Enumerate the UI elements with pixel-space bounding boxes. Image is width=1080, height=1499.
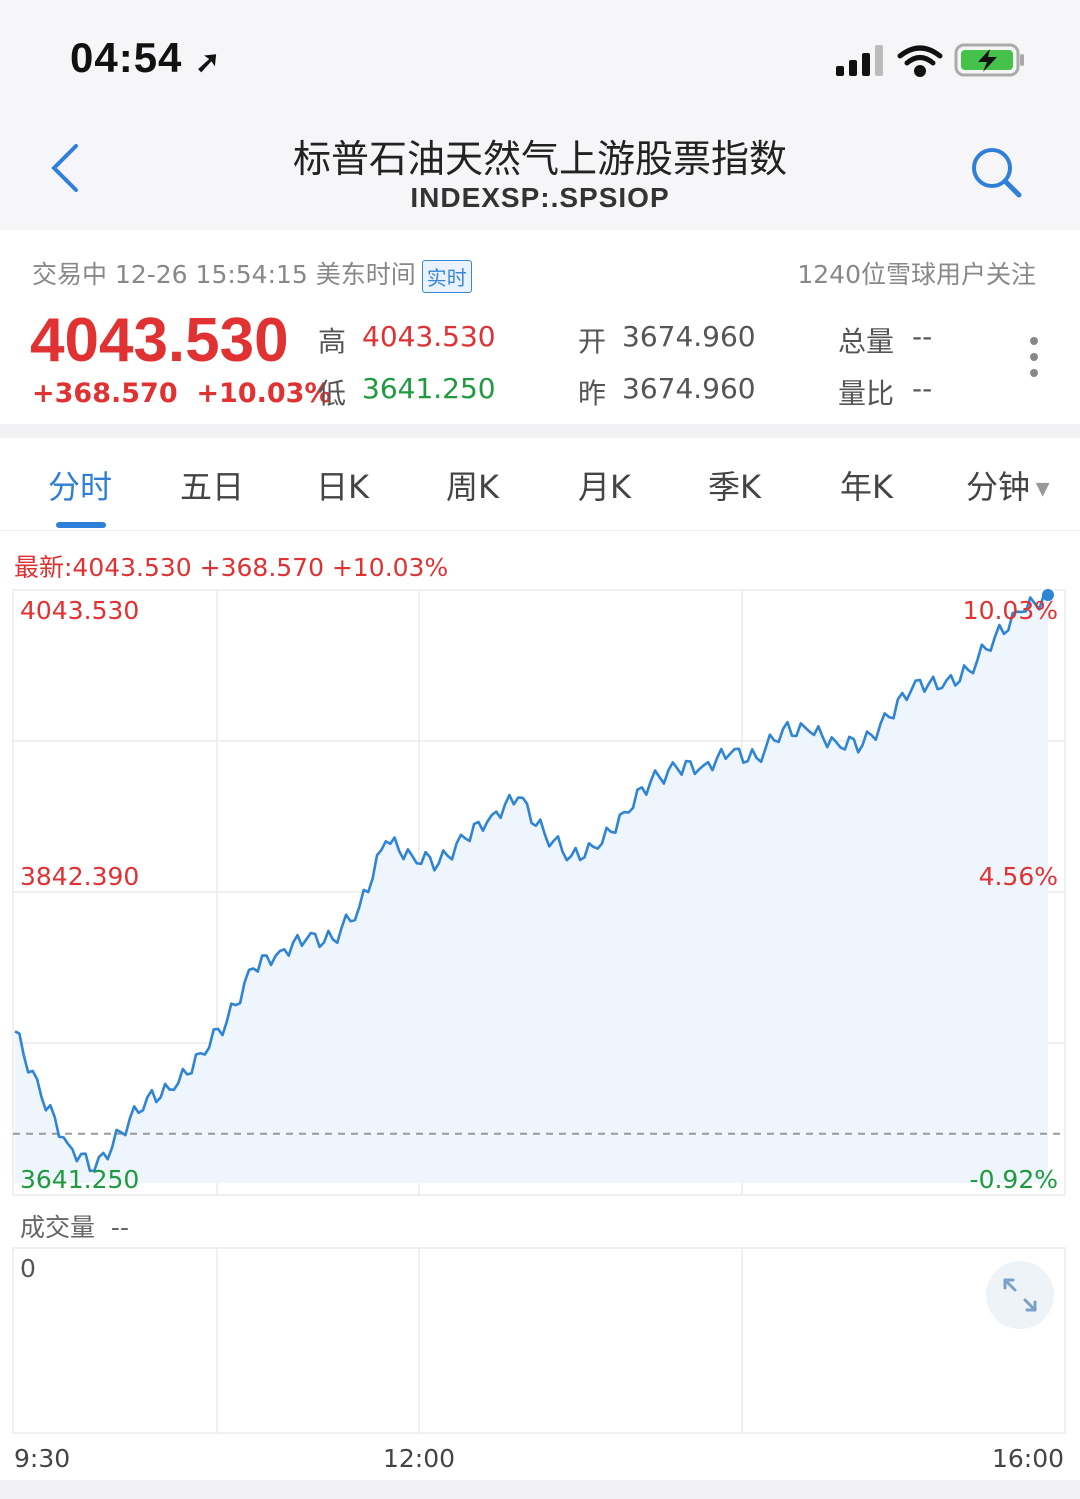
price-area-fill — [15, 595, 1048, 1183]
nav-header — [0, 110, 1080, 230]
prev-close-label: 昨 — [578, 377, 607, 410]
volume-grid — [12, 1247, 1066, 1434]
y-tick-mid: 3842.390 — [20, 862, 139, 891]
section-divider — [0, 424, 1080, 438]
prev-close-value: 3674.960 — [622, 372, 756, 405]
pct-tick-top: 10.03% — [963, 596, 1058, 625]
low-value: 3641.250 — [362, 372, 496, 405]
trade-status: 交易中 12-26 15:54:15 美东时间 实时 — [32, 255, 472, 293]
y-tick-top: 4043.530 — [20, 596, 139, 625]
pct-tick-bottom: -0.92% — [970, 1165, 1058, 1194]
more-icon[interactable] — [1022, 336, 1046, 380]
signal-icon — [836, 45, 883, 76]
search-icon[interactable] — [968, 144, 1024, 200]
symbol-code: INDEXSP:.SPSIOP — [410, 182, 670, 213]
tab-5day[interactable]: 五日 — [180, 468, 245, 506]
realtime-badge: 实时 — [421, 259, 472, 293]
volume-value: -- — [912, 320, 933, 353]
volume-header: 成交量 -- — [20, 1213, 129, 1242]
tab-quarterly-k[interactable]: 季K — [708, 468, 761, 506]
fullscreen-icon[interactable] — [986, 1261, 1054, 1329]
back-icon[interactable] — [46, 140, 86, 196]
active-tab-indicator — [56, 522, 106, 528]
volume-ratio-label: 量比 — [838, 377, 895, 410]
latest-quote-line: 最新:4043.530 +368.570 +10.03% — [14, 553, 449, 582]
open-value: 3674.960 — [622, 320, 756, 353]
tab-daily-k[interactable]: 日K — [316, 468, 369, 506]
x-tick-start: 9:30 — [14, 1444, 70, 1473]
volume-zero-label: 0 — [20, 1254, 36, 1283]
x-tick-mid: 12:00 — [383, 1444, 455, 1473]
last-price: 4043.530 — [30, 306, 289, 375]
high-value: 4043.530 — [362, 320, 496, 353]
tab-weekly-k[interactable]: 周K — [446, 468, 499, 506]
followers-count[interactable]: 1240位雪球用户关注 — [797, 260, 1036, 289]
price-line — [14, 593, 1049, 1173]
wifi-icon — [897, 45, 943, 77]
tab-monthly-k[interactable]: 月K — [578, 468, 631, 506]
intraday-chart[interactable]: 4043.530 3842.390 3641.250 10.03% 4.56% … — [0, 585, 1080, 1480]
status-time: 04:54 ➚ — [70, 34, 222, 81]
location-arrow-icon: ➚ — [195, 46, 222, 79]
volume-ratio-value: -- — [912, 372, 933, 405]
bottom-divider — [0, 1480, 1080, 1499]
pct-tick-mid: 4.56% — [979, 862, 1058, 891]
tab-minute[interactable]: 分钟 ▼ — [966, 468, 1050, 506]
tab-divider — [0, 530, 1080, 531]
low-label: 低 — [318, 377, 347, 410]
open-label: 开 — [578, 325, 607, 358]
tab-yearly-k[interactable]: 年K — [840, 468, 893, 506]
tab-intraday[interactable]: 分时 — [48, 468, 113, 506]
battery-icon — [954, 43, 1024, 77]
status-icons — [836, 43, 1024, 77]
x-tick-end: 16:00 — [992, 1444, 1064, 1473]
dropdown-arrow-icon: ▼ — [1030, 478, 1050, 500]
volume-label: 总量 — [838, 325, 895, 358]
last-price-dot — [1042, 589, 1054, 601]
y-tick-bottom: 3641.250 — [20, 1165, 139, 1194]
high-label: 高 — [318, 325, 347, 358]
page-title: 标普石油天然气上游股票指数 — [292, 137, 787, 181]
price-change: +368.570 +10.03% — [32, 378, 332, 409]
